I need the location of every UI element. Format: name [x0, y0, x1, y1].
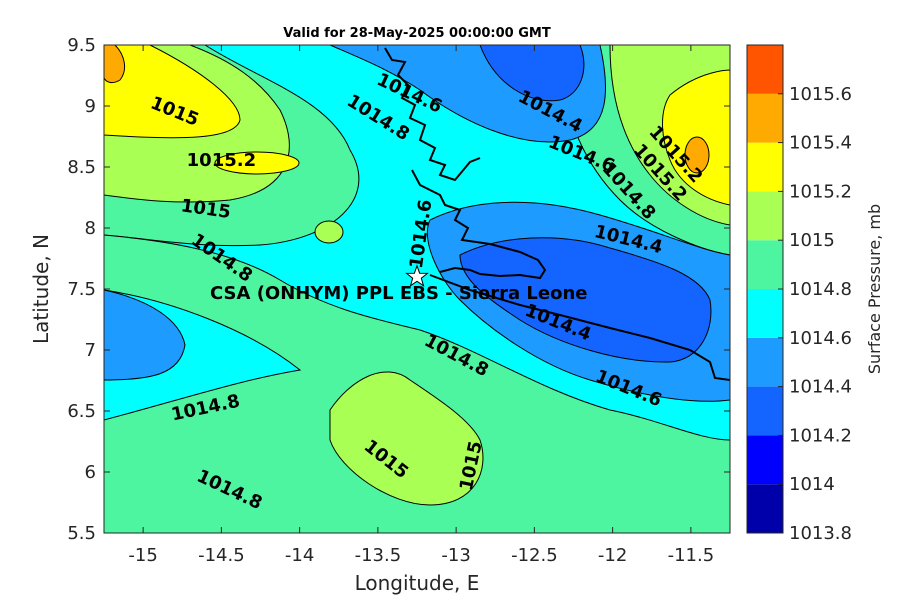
colorbar-tick-label: 1015.2: [789, 181, 852, 202]
y-tick-label: 6.5: [67, 401, 96, 422]
x-axis-ticks: -15 -14.5 -14 -13.5 -13 -12.5 -12 -11.5: [128, 45, 714, 566]
colorbar-tick-label: 1014.8: [789, 279, 852, 300]
y-tick-label: 7.5: [67, 279, 96, 300]
colorbar-title: Surface Pressure, mb: [865, 204, 884, 374]
colorbar-swatch: [747, 142, 783, 192]
colorbar-swatch: [747, 484, 783, 533]
colorbar-swatch: [747, 289, 783, 338]
y-tick-label: 9: [85, 96, 96, 117]
y-tick-label: 8.5: [67, 157, 96, 178]
x-tick-label: -13.5: [355, 545, 402, 566]
site-star-icon: [405, 264, 429, 287]
x-tick-label: -14.5: [198, 545, 245, 566]
colorbar-swatch: [747, 435, 783, 485]
y-tick-label: 7: [85, 340, 96, 361]
x-tick-label: -15: [128, 545, 157, 566]
colorbar-tick-label: 1015.4: [789, 133, 852, 154]
x-tick-label: -11.5: [668, 545, 715, 566]
contour-field: [104, 45, 730, 533]
x-tick-label: -12.5: [511, 545, 558, 566]
colorbar-tick-label: 1015.6: [789, 84, 852, 105]
colorbar-tick-label: 1013.8: [789, 523, 852, 544]
x-axis-title: Longitude, E: [355, 571, 480, 595]
field-1015-south: [329, 371, 484, 506]
colorbar-tick-label: 1014.6: [789, 328, 852, 349]
x-tick-label: -14: [285, 545, 314, 566]
colorbar: 1013.8 1014 1014.2 1014.4 1014.6 1014.8 1015 10…: [746, 44, 852, 544]
field-1015-4-nw: [104, 45, 126, 84]
x-tick-label: -12: [598, 545, 627, 566]
site-label: CSA (ONHYM) PPL EBS - Sierra Leone: [210, 283, 587, 304]
colorbar-swatch: [747, 191, 783, 241]
site-marker: [405, 264, 429, 287]
y-tick-label: 9.5: [67, 35, 96, 56]
field-1014-8-west-band: [104, 234, 730, 533]
field-1015-2-west: [214, 151, 300, 175]
y-tick-label: 6: [85, 462, 96, 483]
field-1014-2-north: [479, 45, 585, 102]
contour-label: 1015.2: [187, 150, 256, 171]
y-tick-label: 8: [85, 218, 96, 239]
field-1015-2-nw: [104, 45, 241, 139]
x-tick-label: -13: [441, 545, 470, 566]
colorbar-swatch: [747, 93, 783, 143]
coastline: [384, 47, 730, 381]
colorbar-tick-label: 1014.2: [789, 425, 852, 446]
colorbar-swatch: [747, 386, 783, 436]
colorbar-tick-label: 1014.4: [789, 377, 852, 398]
plot-title: Valid for 28-May-2025 00:00:00 GMT: [283, 26, 551, 41]
y-axis-title: Latitude, N: [29, 234, 53, 344]
colorbar-swatch: [747, 337, 783, 387]
colorbar-tick-label: 1015: [789, 230, 835, 251]
colorbar-swatch: [747, 45, 783, 94]
field-1015-islet: [314, 220, 344, 244]
y-axis-ticks: 5.5 6 6.5 7 7.5 8 8.5 9 9.5: [67, 35, 730, 544]
colorbar-swatch: [747, 240, 783, 289]
colorbar-tick-label: 1014: [789, 474, 835, 495]
field-1015-4-ne: [684, 136, 710, 174]
field-1014-2-east: [459, 237, 712, 363]
y-tick-label: 5.5: [67, 523, 96, 544]
field-1014-4-west: [104, 289, 186, 381]
